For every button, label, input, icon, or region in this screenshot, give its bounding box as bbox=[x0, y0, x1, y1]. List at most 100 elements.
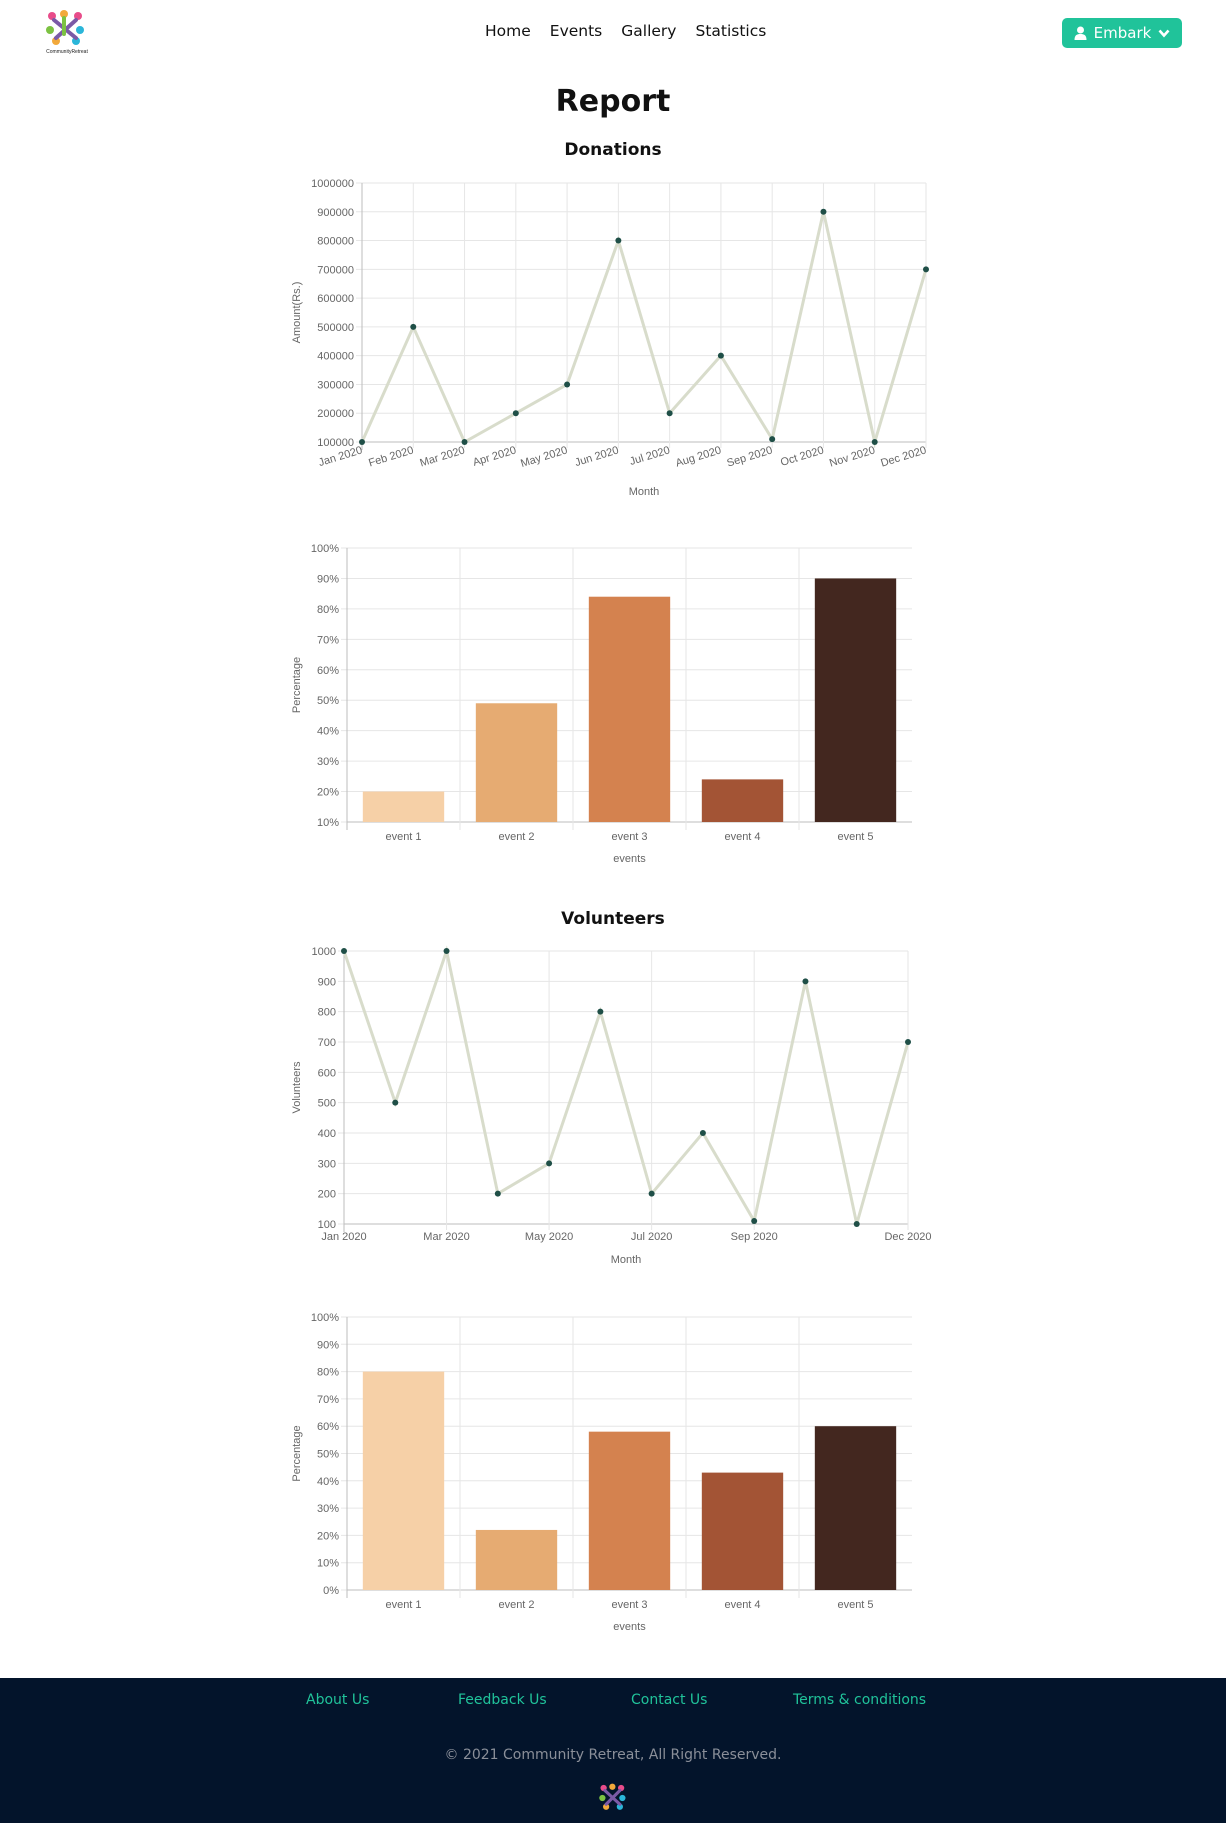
y-tick-label: 800000 bbox=[317, 236, 354, 248]
logo-text: CommunityRetreat bbox=[46, 49, 88, 55]
y-tick-label: 1000000 bbox=[311, 178, 354, 190]
x-tick-label: May 2020 bbox=[519, 444, 569, 470]
x-tick-label: event 2 bbox=[498, 1599, 534, 1611]
data-point bbox=[853, 1221, 860, 1227]
y-tick-label: 300000 bbox=[317, 379, 354, 391]
data-point bbox=[615, 237, 622, 244]
x-axis-label: Month bbox=[611, 1254, 642, 1266]
data-point bbox=[392, 1099, 399, 1106]
y-tick-label: 70% bbox=[317, 634, 339, 646]
data-point bbox=[341, 948, 347, 954]
footer-terms-link[interactable]: Terms & conditions bbox=[793, 1692, 927, 1708]
y-tick-label: 90% bbox=[317, 1339, 339, 1351]
y-tick-label: 400 bbox=[318, 1128, 336, 1140]
nav-events[interactable]: Events bbox=[549, 22, 603, 40]
data-point bbox=[443, 948, 450, 954]
x-tick-label: Jan 2020 bbox=[321, 1231, 366, 1243]
y-tick-label: 700000 bbox=[317, 264, 354, 276]
y-tick-label: 20% bbox=[317, 787, 339, 799]
y-tick-label: 900 bbox=[318, 976, 336, 988]
data-point bbox=[494, 1190, 501, 1197]
x-tick-label: Jul 2020 bbox=[631, 1231, 673, 1243]
x-tick-label: Sep 2020 bbox=[731, 1231, 778, 1243]
y-tick-label: 80% bbox=[317, 604, 339, 616]
user-menu-button[interactable]: Embark bbox=[1062, 18, 1182, 48]
footer-about-link[interactable]: About Us bbox=[306, 1692, 370, 1708]
data-point bbox=[546, 1160, 553, 1167]
nav-home[interactable]: Home bbox=[485, 22, 531, 40]
x-tick-label: event 3 bbox=[611, 1599, 647, 1611]
y-tick-label: 0% bbox=[323, 1585, 339, 1597]
y-axis-label: Volunteers bbox=[291, 1061, 303, 1113]
x-tick-label: Mar 2020 bbox=[423, 1231, 469, 1243]
x-tick-label: Nov 2020 bbox=[828, 444, 877, 469]
x-tick-label: Jul 2020 bbox=[628, 444, 671, 468]
x-tick-label: event 2 bbox=[498, 831, 534, 843]
x-tick-label: Jun 2020 bbox=[573, 444, 620, 469]
user-icon bbox=[1074, 26, 1087, 40]
volunteers-heading: Volunteers bbox=[561, 909, 665, 929]
donations-heading: Donations bbox=[564, 140, 662, 160]
footer-feedback-link[interactable]: Feedback Us bbox=[458, 1692, 547, 1708]
x-tick-label: event 4 bbox=[724, 831, 760, 843]
x-tick-label: event 4 bbox=[724, 1599, 760, 1611]
x-tick-label: Feb 2020 bbox=[367, 444, 415, 469]
y-tick-label: 400000 bbox=[317, 351, 354, 363]
data-point bbox=[769, 436, 776, 443]
bar-3 bbox=[588, 596, 671, 822]
data-point bbox=[564, 381, 571, 388]
nav-statistics[interactable]: Statistics bbox=[695, 22, 767, 40]
x-tick-label: Dec 2020 bbox=[879, 444, 928, 469]
x-tick-label: event 1 bbox=[385, 831, 421, 843]
y-tick-label: 200000 bbox=[317, 408, 354, 420]
y-tick-label: 100% bbox=[311, 543, 339, 555]
nav-gallery[interactable]: Gallery bbox=[621, 22, 677, 40]
y-tick-label: 60% bbox=[317, 1421, 339, 1433]
x-tick-label: Sep 2020 bbox=[725, 444, 774, 469]
x-tick-label: event 5 bbox=[837, 1599, 873, 1611]
bar-5 bbox=[814, 1426, 897, 1590]
x-tick-label: event 3 bbox=[611, 831, 647, 843]
x-tick-label: Mar 2020 bbox=[418, 444, 466, 469]
y-axis-label: Percentage bbox=[291, 1425, 303, 1481]
y-tick-label: 200 bbox=[318, 1189, 336, 1201]
data-point bbox=[871, 439, 878, 445]
donations-line-chart: 1000000 900000 800000 700000 600000 500000 400… bbox=[291, 178, 932, 1633]
x-tick-label: May 2020 bbox=[525, 1231, 573, 1243]
y-tick-label: 700 bbox=[318, 1037, 336, 1049]
y-tick-label: 70% bbox=[317, 1394, 339, 1406]
y-tick-label: 30% bbox=[317, 1503, 339, 1515]
data-point bbox=[666, 410, 673, 417]
y-tick-label: 10% bbox=[317, 1558, 339, 1570]
bar-4 bbox=[701, 1472, 784, 1590]
y-tick-label: 300 bbox=[318, 1158, 336, 1170]
bar-2 bbox=[475, 1529, 558, 1590]
y-tick-label: 500000 bbox=[317, 322, 354, 334]
copyright-icon: © bbox=[444, 1747, 459, 1763]
data-point bbox=[648, 1190, 655, 1197]
data-point bbox=[820, 208, 827, 215]
y-tick-label: 50% bbox=[317, 695, 339, 707]
copyright-text: © 2021 Community Retreat, All Right Rese… bbox=[0, 1747, 1226, 1763]
data-point bbox=[461, 439, 468, 445]
bar-1 bbox=[362, 791, 445, 822]
chevron-down-icon bbox=[1158, 29, 1170, 37]
main-nav: Home Events Gallery Statistics bbox=[485, 22, 766, 40]
y-tick-label: 100 bbox=[318, 1219, 336, 1231]
bar-5 bbox=[814, 578, 897, 822]
data-point bbox=[751, 1217, 758, 1224]
copyright-label: 2021 Community Retreat, All Right Reserv… bbox=[462, 1747, 782, 1763]
footer-contact-link[interactable]: Contact Us bbox=[631, 1692, 708, 1708]
series-line bbox=[360, 211, 928, 448]
y-tick-label: 900000 bbox=[317, 207, 354, 219]
site-logo[interactable]: CommunityRetreat bbox=[42, 8, 92, 56]
y-axis-label: Percentage bbox=[291, 657, 303, 713]
y-tick-label: 40% bbox=[317, 1476, 339, 1488]
data-point bbox=[905, 1039, 911, 1045]
y-tick-label: 1000 bbox=[312, 946, 336, 958]
x-tick-label: Dec 2020 bbox=[884, 1231, 931, 1243]
footer-logo[interactable] bbox=[597, 1783, 629, 1813]
data-point bbox=[802, 978, 809, 985]
x-tick-label: event 1 bbox=[385, 1599, 421, 1611]
y-tick-label: 500 bbox=[318, 1098, 336, 1110]
